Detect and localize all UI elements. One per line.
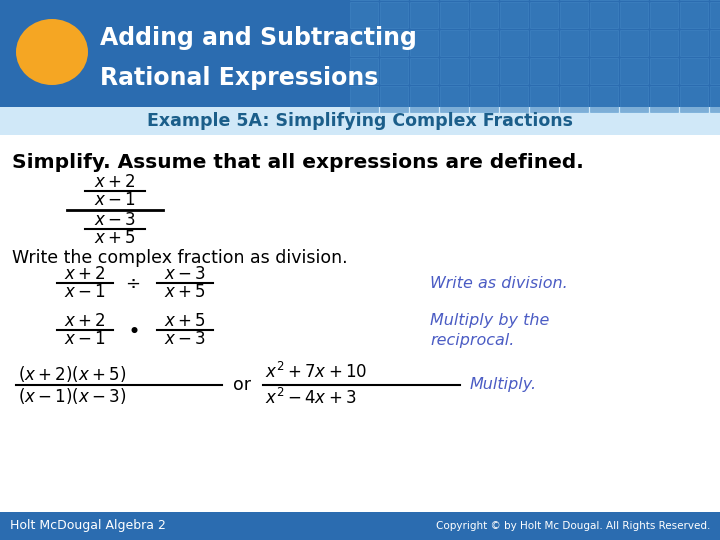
Text: $x - 3$: $x - 3$	[94, 211, 136, 229]
Bar	[350, 30, 378, 56]
Bar	[620, 2, 648, 28]
Bar	[500, 86, 528, 112]
Bar	[530, 58, 558, 84]
Text: Rational Expressions: Rational Expressions	[100, 66, 379, 90]
Text: $x^2 + 7x + 10$: $x^2 + 7x + 10$	[265, 362, 367, 382]
Bar	[560, 30, 588, 56]
Bar	[380, 58, 408, 84]
Bar	[350, 86, 378, 112]
Text: $x - 3$: $x - 3$	[164, 265, 206, 283]
Text: $\div$: $\div$	[125, 274, 140, 292]
Text: Simplify. Assume that all expressions are defined.: Simplify. Assume that all expressions ar…	[12, 152, 584, 172]
Bar	[620, 86, 648, 112]
Bar	[380, 86, 408, 112]
Text: $x - 1$: $x - 1$	[64, 283, 106, 301]
Text: Holt McDougal Algebra 2: Holt McDougal Algebra 2	[10, 519, 166, 532]
Bar	[500, 58, 528, 84]
Bar	[470, 2, 498, 28]
Bar	[410, 86, 438, 112]
Bar	[650, 58, 678, 84]
Text: Multiply by the: Multiply by the	[430, 313, 549, 327]
Bar	[410, 2, 438, 28]
Bar	[650, 86, 678, 112]
Bar	[440, 58, 468, 84]
Bar	[470, 30, 498, 56]
Bar	[530, 30, 558, 56]
Bar	[0, 107, 720, 135]
Bar	[590, 30, 618, 56]
Bar	[560, 86, 588, 112]
Bar	[560, 58, 588, 84]
Bar	[440, 86, 468, 112]
Text: $x + 2$: $x + 2$	[64, 265, 106, 283]
Bar	[530, 86, 558, 112]
Bar	[620, 30, 648, 56]
Bar	[440, 2, 468, 28]
Bar	[710, 30, 720, 56]
Text: $x - 1$: $x - 1$	[94, 191, 136, 209]
Text: Write as division.: Write as division.	[430, 275, 568, 291]
Text: $(x + 2)(x + 5)$: $(x + 2)(x + 5)$	[18, 364, 126, 384]
Text: $x - 1$: $x - 1$	[64, 330, 106, 348]
Bar	[560, 2, 588, 28]
Bar	[710, 58, 720, 84]
Bar	[530, 2, 558, 28]
Text: $x - 3$: $x - 3$	[164, 330, 206, 348]
Bar	[410, 30, 438, 56]
Bar	[680, 30, 708, 56]
Text: Example 5A: Simplifying Complex Fractions: Example 5A: Simplifying Complex Fraction…	[147, 112, 573, 130]
Text: $x + 2$: $x + 2$	[94, 173, 136, 191]
Bar	[0, 512, 720, 540]
Bar	[620, 58, 648, 84]
Ellipse shape	[16, 19, 88, 85]
Text: $x^2 - 4x + 3$: $x^2 - 4x + 3$	[265, 388, 356, 408]
Bar	[710, 2, 720, 28]
Text: $\bullet$: $\bullet$	[127, 320, 139, 340]
Bar	[590, 86, 618, 112]
Text: $x + 2$: $x + 2$	[64, 312, 106, 330]
Text: Write the complex fraction as division.: Write the complex fraction as division.	[12, 249, 348, 267]
Text: $x + 5$: $x + 5$	[94, 229, 136, 247]
Text: reciprocal.: reciprocal.	[430, 333, 514, 348]
Bar	[680, 58, 708, 84]
Bar	[590, 58, 618, 84]
Text: Multiply.: Multiply.	[470, 377, 537, 393]
Bar	[650, 30, 678, 56]
Bar	[410, 58, 438, 84]
Text: $x + 5$: $x + 5$	[164, 312, 206, 330]
Text: Adding and Subtracting: Adding and Subtracting	[100, 26, 417, 50]
Bar	[380, 30, 408, 56]
Bar	[680, 86, 708, 112]
Text: or: or	[233, 376, 251, 394]
Bar	[650, 2, 678, 28]
Bar	[500, 30, 528, 56]
Bar	[380, 2, 408, 28]
Text: Copyright © by Holt Mc Dougal. All Rights Reserved.: Copyright © by Holt Mc Dougal. All Right…	[436, 521, 710, 531]
Bar	[440, 30, 468, 56]
Bar	[710, 86, 720, 112]
Text: $(x - 1)(x - 3)$: $(x - 1)(x - 3)$	[18, 386, 126, 406]
Text: $x + 5$: $x + 5$	[164, 283, 206, 301]
Bar	[470, 86, 498, 112]
Bar	[500, 2, 528, 28]
Bar	[680, 2, 708, 28]
Bar	[470, 58, 498, 84]
Bar	[590, 2, 618, 28]
Bar	[350, 2, 378, 28]
Bar	[0, 0, 720, 108]
Bar	[350, 58, 378, 84]
